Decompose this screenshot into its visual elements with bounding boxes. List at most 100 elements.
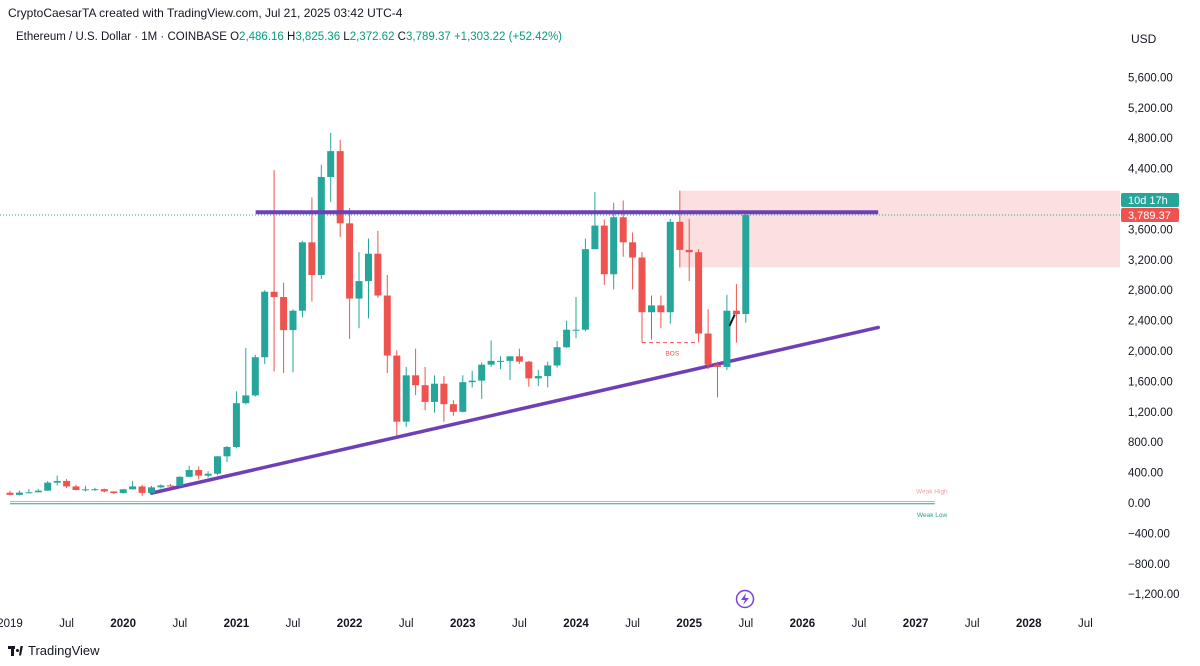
x-tick-label: 2022 [337, 618, 363, 630]
candle-body [638, 257, 646, 313]
y-tick-label: 1,200.00 [1128, 407, 1173, 419]
candle [34, 488, 42, 493]
candle-body [251, 357, 259, 396]
candle-body [619, 217, 627, 243]
y-tick-label: 4,400.00 [1128, 164, 1173, 176]
candle-body [374, 253, 382, 296]
x-tick-label: Jul [399, 618, 414, 630]
lightning-icon-bolt [741, 593, 749, 605]
candle [525, 360, 533, 387]
candle [346, 208, 354, 339]
candle-body [534, 376, 542, 379]
x-tick-label: Jul [512, 618, 527, 630]
candle [459, 375, 467, 413]
candle [648, 295, 656, 340]
x-tick-label: 2021 [224, 618, 250, 630]
y-tick-label: 3,200.00 [1128, 255, 1173, 267]
candle [732, 284, 740, 343]
candle [468, 370, 476, 388]
candle-body [129, 486, 137, 490]
candle-body [72, 486, 80, 491]
candle [695, 249, 703, 342]
x-tick-label: Jul [1078, 618, 1093, 630]
y-tick-label: −400.00 [1128, 528, 1170, 540]
supply-zone [679, 190, 1120, 268]
candle-body [591, 225, 599, 250]
candle-body [629, 242, 637, 258]
candle-body [365, 253, 373, 282]
candle [148, 485, 155, 494]
y-tick-label: 5,600.00 [1128, 72, 1173, 84]
y-tick-label: 5,200.00 [1128, 103, 1173, 115]
candle-body [487, 360, 495, 365]
candle [487, 340, 495, 367]
ohlc-close: C3,789.37 [397, 31, 451, 43]
candle [544, 361, 552, 388]
y-tick-label: 3,600.00 [1128, 224, 1173, 236]
candle-body [657, 305, 665, 313]
candle-body [685, 249, 693, 253]
candle-body [176, 476, 184, 486]
candle-body [298, 242, 306, 311]
candle [704, 309, 712, 370]
candle [204, 471, 212, 478]
candle-body [110, 491, 118, 494]
ascending-trendline [149, 325, 880, 495]
candle [440, 376, 448, 422]
x-tick-label: Jul [625, 618, 640, 630]
candle-body [185, 470, 193, 477]
countdown-text: 10d 17h [1128, 195, 1168, 207]
candle-body [308, 242, 316, 275]
candle [478, 362, 486, 399]
candle-body [478, 364, 486, 381]
candle [289, 309, 297, 373]
candle-body [412, 375, 420, 386]
y-tick-label: −800.00 [1128, 559, 1170, 571]
ohlc-low: L2,372.62 [343, 31, 395, 43]
y-tick-label: 1,600.00 [1128, 376, 1173, 388]
candle [657, 295, 665, 329]
candle [270, 170, 278, 372]
candle [298, 240, 306, 318]
candle-body [242, 395, 250, 404]
candle [138, 484, 146, 497]
currency-label[interactable]: USD [1131, 32, 1157, 46]
candle-body [138, 486, 146, 493]
candle-body [166, 485, 174, 487]
candle [336, 139, 344, 237]
candle-body [119, 489, 127, 494]
candle-body [431, 383, 438, 402]
candle-body [732, 310, 740, 315]
lightning-icon [735, 589, 755, 609]
candle [506, 356, 514, 380]
x-tick-label: 2023 [450, 618, 476, 630]
candle [185, 465, 193, 478]
candle [44, 480, 52, 491]
candle [355, 252, 363, 329]
candle-body [223, 446, 231, 457]
symbol-legend: Ethereum / U.S. Dollar · 1M · COINBASE O… [16, 31, 562, 43]
tradingview-logo-icon [8, 645, 24, 656]
candle-body [15, 492, 23, 495]
x-tick-label: Jul [738, 618, 753, 630]
candle [242, 347, 250, 405]
candle [63, 479, 71, 489]
candle-body [148, 487, 155, 493]
x-tick-label: 2026 [790, 618, 816, 630]
candle [176, 476, 184, 486]
last-price-text: 3,789.37 [1128, 210, 1171, 222]
candle [374, 230, 382, 298]
candle-body [600, 225, 608, 275]
candle-body [714, 364, 721, 367]
candle [393, 350, 401, 437]
candle [600, 219, 608, 285]
lightning-icon-circle [735, 589, 755, 609]
candle-body [581, 249, 589, 330]
candle [431, 375, 438, 413]
candle-body [525, 361, 533, 379]
candle-body [213, 456, 221, 474]
candle [129, 481, 137, 490]
symbol-name: Ethereum / U.S. Dollar · 1M · COINBASE [16, 31, 227, 43]
candle-body [289, 310, 297, 331]
